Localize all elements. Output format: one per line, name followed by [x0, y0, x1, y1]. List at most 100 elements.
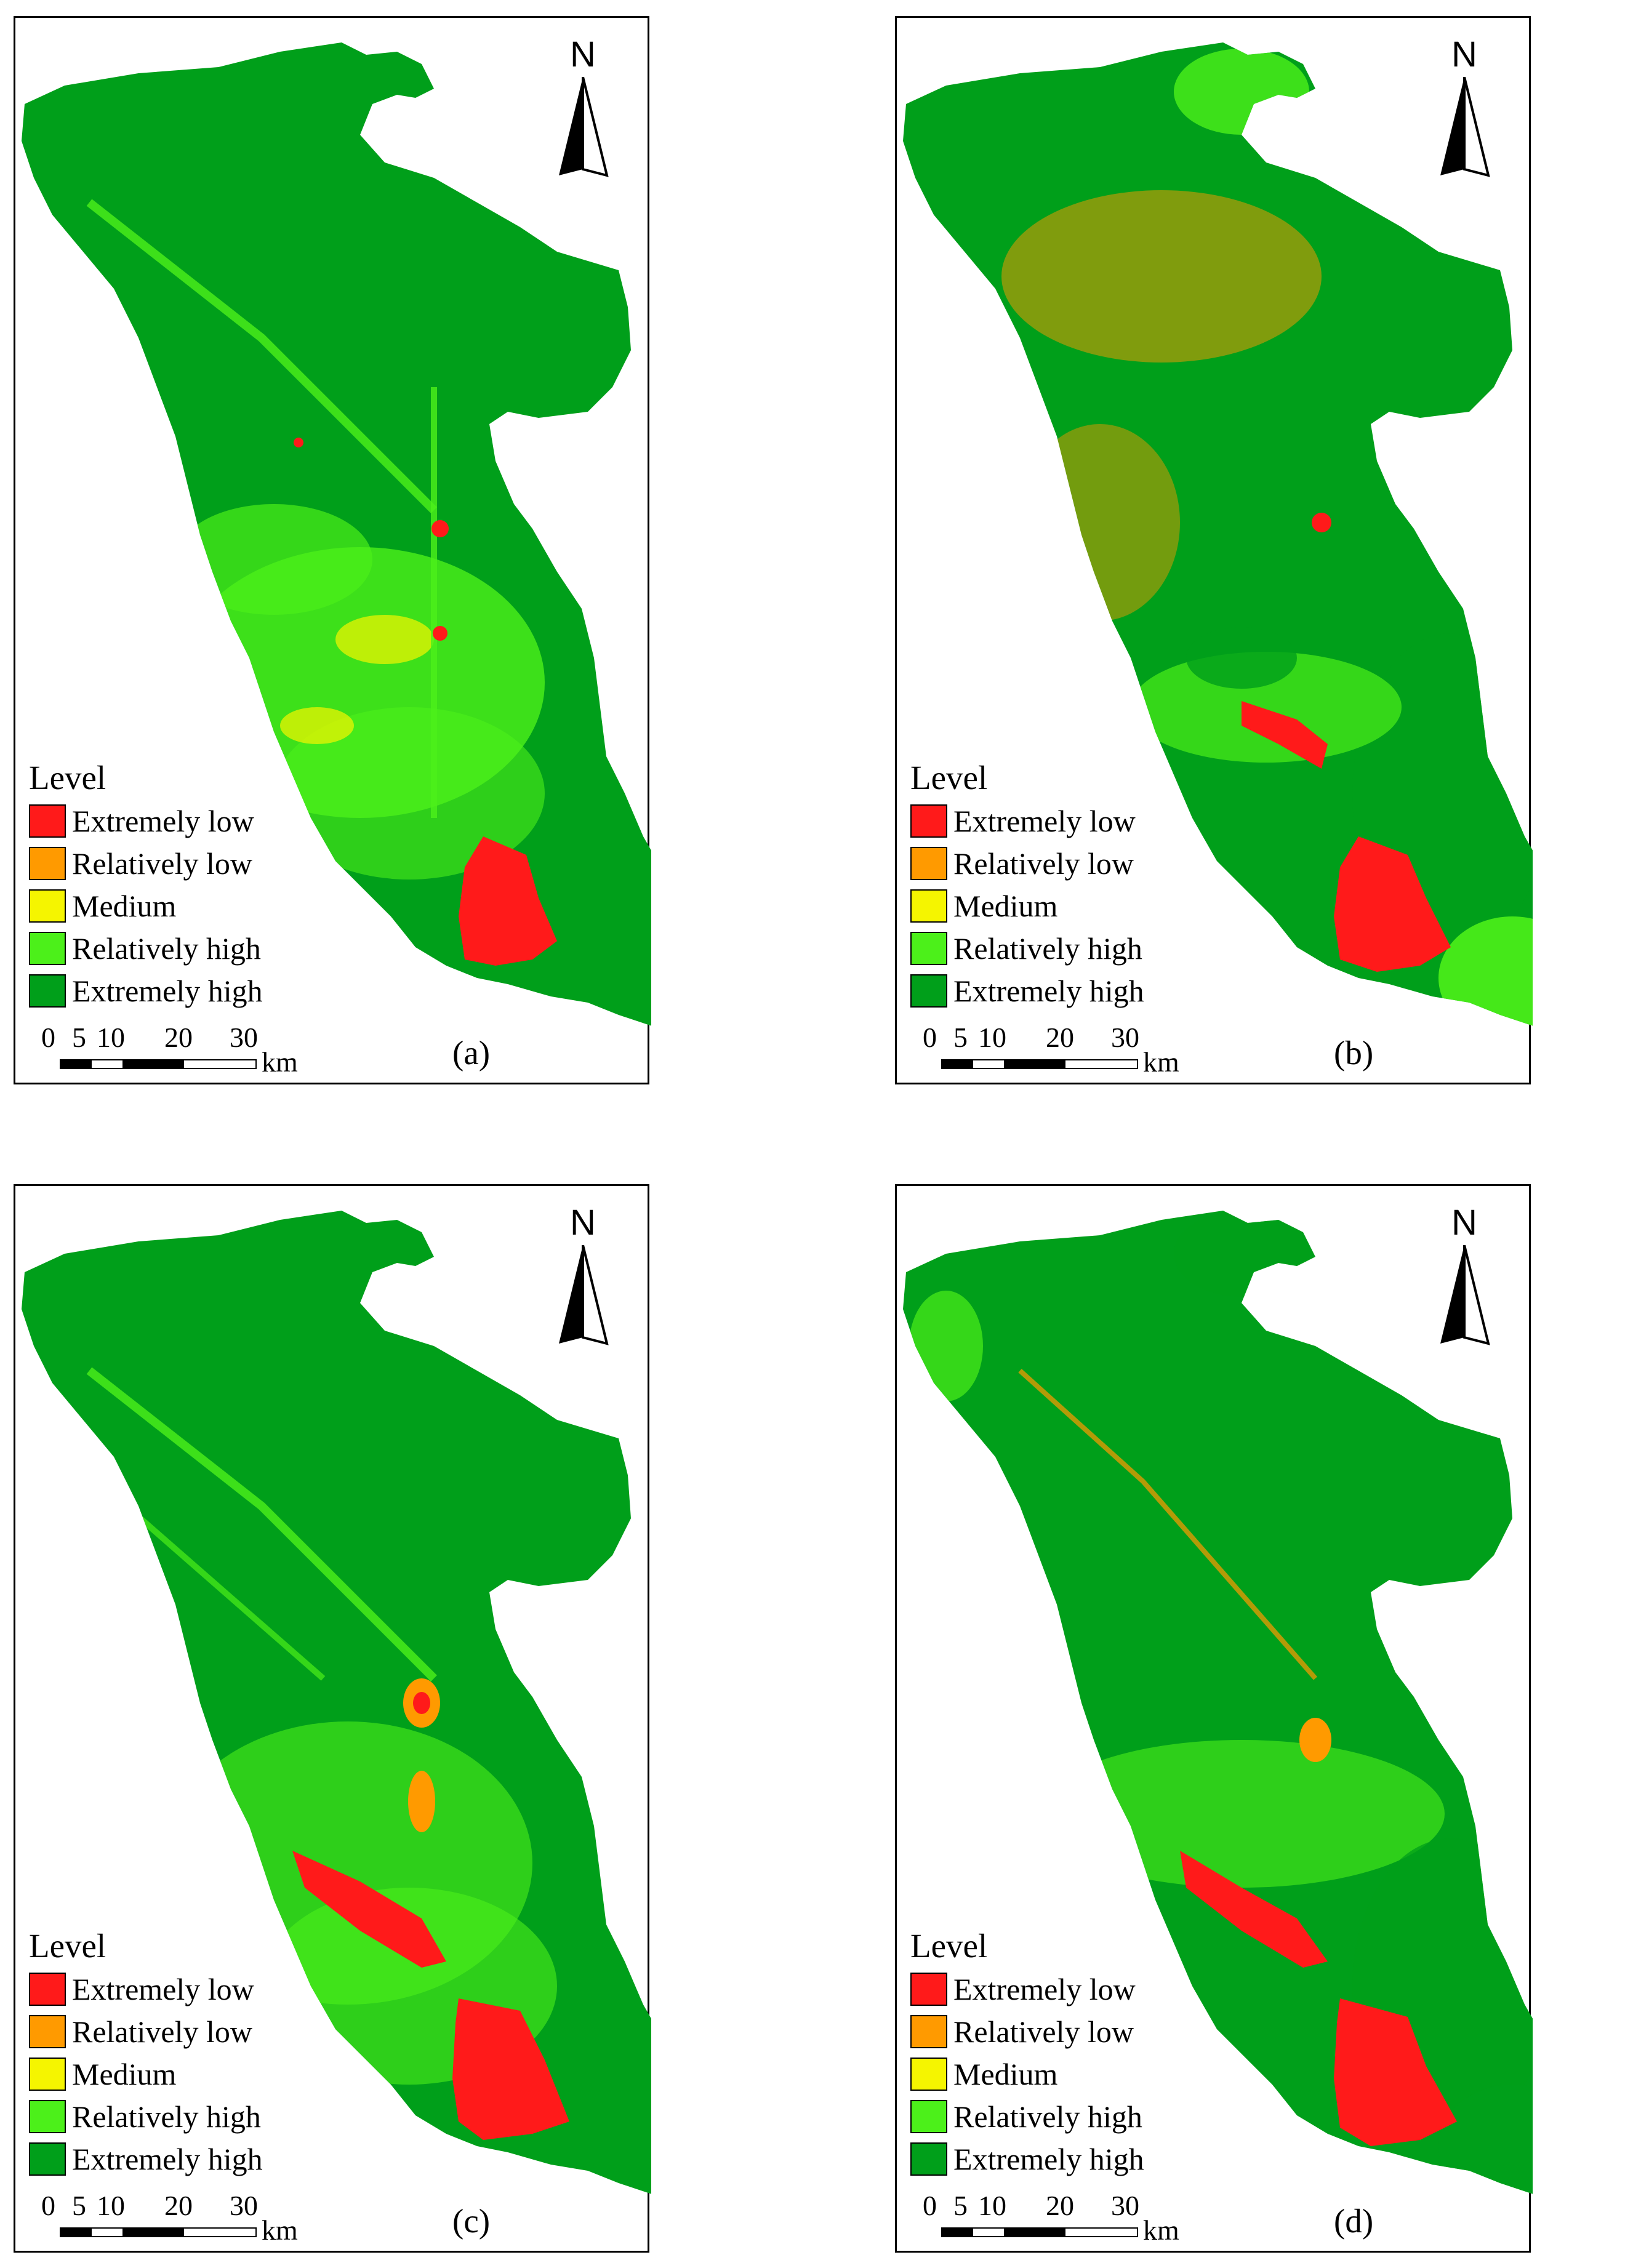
legend-label: Extremely high [953, 2141, 1144, 2176]
scale-unit: km [1143, 2214, 1179, 2246]
legend-swatch [29, 2142, 66, 2176]
legend-item: Relatively low [29, 842, 263, 884]
region-map [903, 1211, 1533, 2202]
legend-swatch [910, 889, 947, 923]
legend-item: Extremely low [910, 1968, 1144, 2010]
legend-item: Relatively high [29, 2095, 263, 2138]
scale-tick: 10 [978, 1022, 1006, 1053]
legend-label: Relatively low [953, 846, 1134, 881]
legend-label: Relatively high [72, 2099, 261, 2134]
scale-tick: 10 [978, 2190, 1006, 2221]
panel-label: (b) [1334, 1034, 1374, 1072]
legend-item: Extremely high [29, 969, 263, 1012]
north-arrow-icon [559, 77, 609, 177]
legend-swatch [29, 2014, 66, 2048]
north-arrow-icon [1440, 1245, 1490, 1345]
legend-title: Level [910, 759, 988, 796]
scale-bar: 0 5 10 20 30 km [33, 1021, 316, 1078]
scale-tick: 30 [1111, 2190, 1139, 2221]
scale-tick: 30 [230, 1022, 258, 1053]
map-panel-a: N Level Extremely low Relatively low Med… [14, 16, 651, 1084]
legend-label: Relatively low [72, 846, 252, 881]
map-panel-d: N Level Extremely low Relatively low Med… [895, 1184, 1533, 2253]
legend-label: Relatively high [72, 931, 261, 966]
legend-swatch [29, 804, 66, 838]
legend-label: Extremely high [72, 2141, 263, 2176]
legend-item: Relatively low [910, 842, 1144, 884]
legend-item: Extremely low [29, 799, 263, 842]
north-arrow: N [1437, 1204, 1492, 1352]
north-letter: N [1451, 1203, 1477, 1243]
scale-tick: 5 [72, 1022, 86, 1053]
scale-bar: 0 5 10 20 30 km [33, 2189, 316, 2246]
legend-swatch [29, 2057, 66, 2091]
legend-label: Relatively high [953, 2099, 1142, 2134]
legend-label: Extremely high [953, 973, 1144, 1008]
legend-item: Relatively low [29, 2010, 263, 2053]
scale-tick: 30 [230, 2190, 258, 2221]
north-arrow: N [555, 1204, 611, 1352]
legend-swatch [910, 804, 947, 838]
legend-item: Medium [910, 884, 1144, 927]
scale-tick: 5 [953, 1022, 968, 1053]
legend-swatch [29, 974, 66, 1008]
legend-swatch [29, 846, 66, 880]
legend-swatch [29, 2099, 66, 2133]
legend-item: Relatively low [910, 2010, 1144, 2053]
legend-item: Medium [29, 2053, 263, 2095]
scale-bar-segments [941, 2227, 1138, 2237]
north-arrow-icon [559, 1245, 609, 1345]
legend-label: Relatively high [953, 931, 1142, 966]
panel-label: (a) [452, 1034, 491, 1072]
scale-tick: 30 [1111, 1022, 1139, 1053]
legend-label: Medium [72, 2056, 177, 2091]
scale-bar: 0 5 10 20 30 km [914, 1021, 1197, 1078]
legend-item: Extremely low [29, 1968, 263, 2010]
legend-item: Relatively high [910, 927, 1144, 969]
legend-title: Level [29, 1927, 106, 1965]
scale-unit: km [1143, 1046, 1179, 1078]
panel-label: (c) [452, 2202, 491, 2240]
legend-item: Extremely low [910, 799, 1144, 842]
scale-tick: 10 [97, 2190, 125, 2221]
legend-item: Extremely high [910, 969, 1144, 1012]
legend: Level Extremely low Relatively low Mediu… [910, 756, 1144, 1012]
scale-bar: 0 5 10 20 30 km [914, 2189, 1197, 2246]
legend-label: Relatively low [953, 2014, 1134, 2049]
legend-swatch [910, 2057, 947, 2091]
scale-tick: 20 [1046, 2190, 1074, 2221]
legend: Level Extremely low Relatively low Mediu… [910, 1925, 1144, 2180]
legend-swatch [29, 889, 66, 923]
legend-item: Extremely high [910, 2138, 1144, 2180]
legend: Level Extremely low Relatively low Mediu… [29, 756, 263, 1012]
scale-bar-segments [60, 1059, 257, 1069]
scale-tick: 5 [72, 2190, 86, 2221]
legend-label: Relatively low [72, 2014, 252, 2049]
legend-title: Level [29, 759, 106, 796]
legend-swatch [910, 2099, 947, 2133]
region-map [22, 1211, 651, 2202]
legend-label: Extremely low [953, 803, 1136, 838]
north-arrow: N [1437, 36, 1492, 184]
scale-tick: 20 [164, 2190, 193, 2221]
legend-item: Relatively high [29, 927, 263, 969]
legend-label: Medium [72, 888, 177, 923]
scale-tick: 10 [97, 1022, 125, 1053]
legend-label: Extremely low [953, 1971, 1136, 2006]
region-map [22, 42, 651, 1026]
scale-tick: 0 [41, 1022, 55, 1053]
scale-tick: 0 [923, 1022, 937, 1053]
legend-item: Relatively high [910, 2095, 1144, 2138]
legend-label: Extremely low [72, 803, 254, 838]
legend-swatch [910, 931, 947, 965]
legend-swatch [910, 846, 947, 880]
legend-label: Extremely low [72, 1971, 254, 2006]
north-arrow-icon [1440, 77, 1490, 177]
legend: Level Extremely low Relatively low Mediu… [29, 1925, 263, 2180]
scale-tick: 5 [953, 2190, 968, 2221]
legend-item: Medium [29, 884, 263, 927]
scale-bar-segments [941, 1059, 1138, 1069]
scale-tick: 20 [164, 1022, 193, 1053]
legend-swatch [29, 931, 66, 965]
map-panel-b: N Level Extremely low Relatively low Med… [895, 16, 1533, 1084]
